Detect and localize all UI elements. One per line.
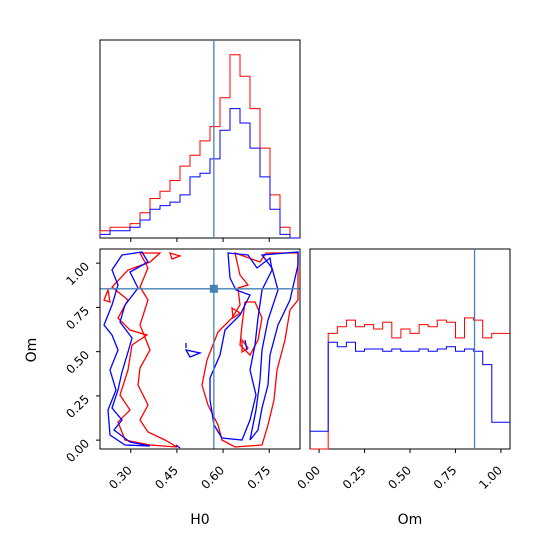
om-xtick-label-1: 0.25: [340, 463, 369, 492]
joint-ytick-label-0: 0.00: [63, 436, 92, 465]
x-axis-label-om: Om: [398, 512, 423, 528]
contour-red-speck-a: [168, 252, 183, 260]
x-axis-label-h0: H0: [190, 512, 209, 528]
h0-marginal-frame: [99, 39, 301, 239]
om-marginal-ticks: 0.00 0.25 0.50 0.75 1.00: [294, 449, 505, 492]
joint-panel: 0.30 0.45 0.60 0.750.000.250.500.751.00 H0 …: [24, 248, 301, 528]
contour-red-speck-d: [103, 287, 111, 303]
h0-histograms: [99, 54, 300, 239]
joint-xtick-label-3: 0.75: [245, 463, 274, 492]
contour-blue-speck-d: [244, 339, 248, 351]
joint-ytick-label-4: 1.00: [63, 259, 92, 288]
joint-xtick-label-2: 0.60: [198, 463, 227, 492]
joint-ytick-label-3: 0.75: [63, 304, 92, 333]
om-xtick-label-3: 0.75: [431, 463, 460, 492]
om-histograms: [310, 317, 510, 450]
h0-histogram-series-2: [99, 108, 300, 239]
contour-red-speck-c: [241, 338, 249, 354]
contour-blue-right: [209, 252, 273, 441]
om-histogram-series-2: [310, 341, 510, 432]
joint-ytick-label-2: 0.50: [63, 348, 92, 377]
om-marginal-frame: [309, 248, 511, 450]
h0-histogram-series-1: [99, 54, 300, 239]
om-xtick-label-2: 0.50: [385, 463, 414, 492]
joint-xtick-label-0: 0.30: [106, 463, 135, 492]
om-xtick-label-0: 0.00: [294, 463, 323, 492]
contour-red-right: [201, 251, 299, 448]
om-xtick-label-4: 1.00: [476, 463, 505, 492]
contour-blue-speck-b: [175, 444, 181, 449]
joint-truth-lines: [100, 249, 300, 449]
joint-frame: [99, 248, 301, 450]
joint-truth-point: [209, 284, 218, 293]
om-marginal-panel: 0.00 0.25 0.50 0.75 1.00 Om: [294, 248, 511, 528]
contour-blue-left: [103, 251, 151, 447]
joint-xtick-label-1: 0.45: [152, 463, 181, 492]
y-axis-label-om: Om: [24, 338, 40, 363]
h0-marginal-ticks: [130, 238, 270, 242]
contour-red-speck-b: [231, 306, 242, 320]
contour-red-left: [111, 252, 178, 448]
h0-marginal-panel: [99, 39, 301, 242]
joint-ytick-label-1: 0.25: [63, 392, 92, 421]
om-histogram-series-1: [310, 317, 510, 450]
joint-background: [100, 249, 300, 449]
joint-contours: [103, 251, 299, 449]
contour-blue-speck-a: [184, 349, 203, 358]
